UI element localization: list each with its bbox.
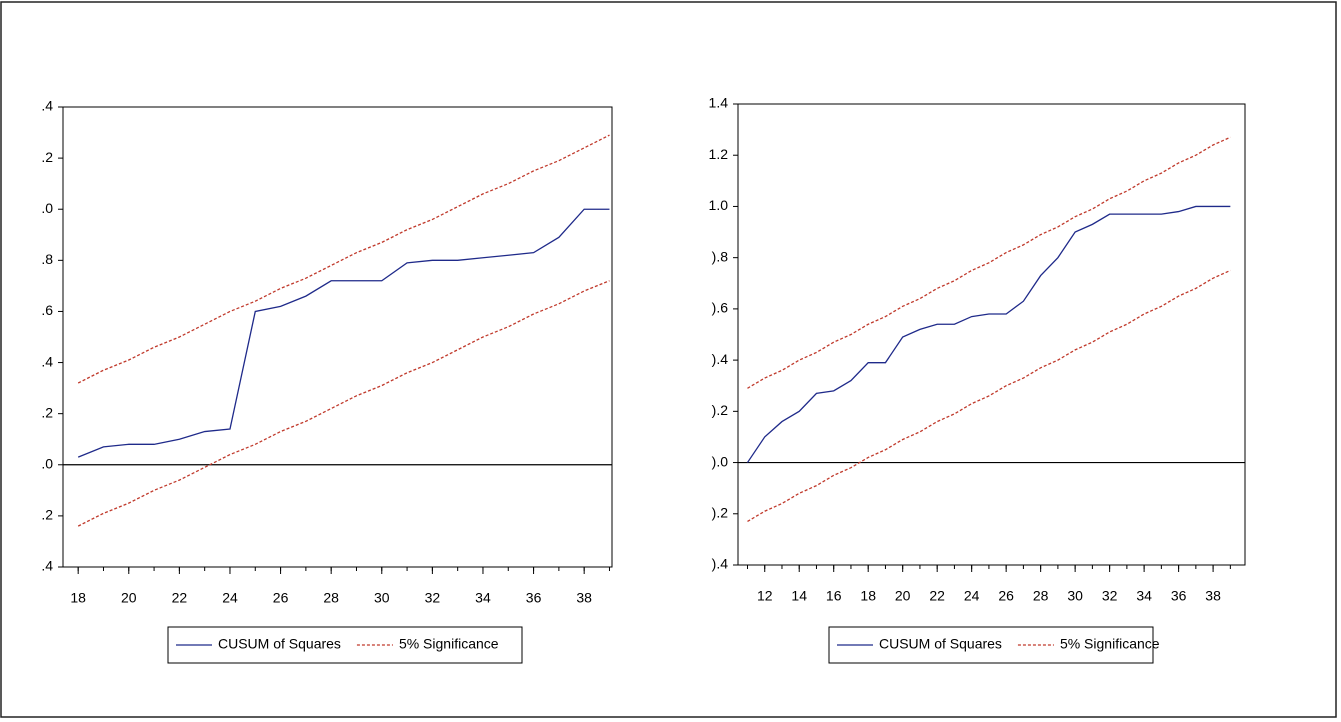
x-tick-label: 32 (425, 590, 441, 606)
plot-area (737, 103, 1246, 566)
y-tick-label: .2 (41, 149, 53, 165)
x-tick-label: 36 (1171, 588, 1187, 604)
y-tick-label: .2 (41, 507, 53, 523)
x-tick-label: 38 (576, 590, 592, 606)
x-tick-label: 34 (475, 590, 491, 606)
x-tick-label: 14 (791, 588, 807, 604)
x-tick-label: 38 (1205, 588, 1221, 604)
legend-label: CUSUM of Squares (879, 636, 1002, 652)
x-tick-label: 22 (929, 588, 945, 604)
y-tick-label: ).4 (712, 556, 729, 572)
y-tick-label: .0 (41, 455, 53, 471)
x-tick-label: 16 (826, 588, 842, 604)
legend-label: 5% Significance (399, 636, 499, 652)
y-tick-label: ).4 (712, 351, 729, 367)
x-tick-label: 24 (964, 588, 980, 604)
y-tick-label: .4 (41, 98, 53, 114)
legend-label: 5% Significance (1060, 636, 1160, 652)
y-tick-label: .6 (41, 302, 53, 318)
x-tick-label: 18 (860, 588, 876, 604)
y-tick-label: 1.0 (709, 197, 729, 213)
legend-box (167, 626, 523, 664)
x-tick-label: 34 (1136, 588, 1152, 604)
y-tick-label: 1.2 (709, 146, 729, 162)
x-tick-label: 28 (1033, 588, 1049, 604)
series-line (77, 280, 610, 527)
legend-box (828, 626, 1154, 664)
y-tick-label: ).0 (712, 453, 729, 469)
series-line (746, 205, 1231, 463)
y-tick-label: .4 (41, 353, 53, 369)
x-tick-label: 26 (273, 590, 289, 606)
x-tick-label: 12 (757, 588, 773, 604)
series-line (747, 269, 1231, 523)
y-tick-label: .8 (41, 251, 53, 267)
plot-area (62, 106, 613, 568)
legend-label: CUSUM of Squares (218, 636, 341, 652)
series-line (77, 134, 610, 384)
y-tick-label: .2 (41, 404, 53, 420)
x-tick-label: 20 (895, 588, 911, 604)
x-tick-label: 36 (526, 590, 542, 606)
x-tick-label: 24 (222, 590, 238, 606)
x-tick-label: 28 (323, 590, 339, 606)
series-line (77, 208, 610, 458)
y-tick-label: .0 (41, 200, 53, 216)
x-tick-label: 32 (1102, 588, 1118, 604)
y-tick-label: ).6 (712, 300, 729, 316)
x-tick-label: 18 (70, 590, 86, 606)
y-tick-label: ).8 (712, 248, 729, 264)
x-tick-label: 22 (172, 590, 188, 606)
y-tick-label: ).2 (712, 504, 729, 520)
series-line (747, 136, 1231, 389)
y-tick-label: 1.4 (709, 95, 729, 111)
y-tick-label: ).2 (712, 402, 729, 418)
y-tick-label: .4 (41, 558, 53, 574)
x-tick-label: 26 (998, 588, 1014, 604)
x-tick-label: 20 (121, 590, 137, 606)
x-tick-label: 30 (374, 590, 390, 606)
x-tick-label: 30 (1067, 588, 1083, 604)
